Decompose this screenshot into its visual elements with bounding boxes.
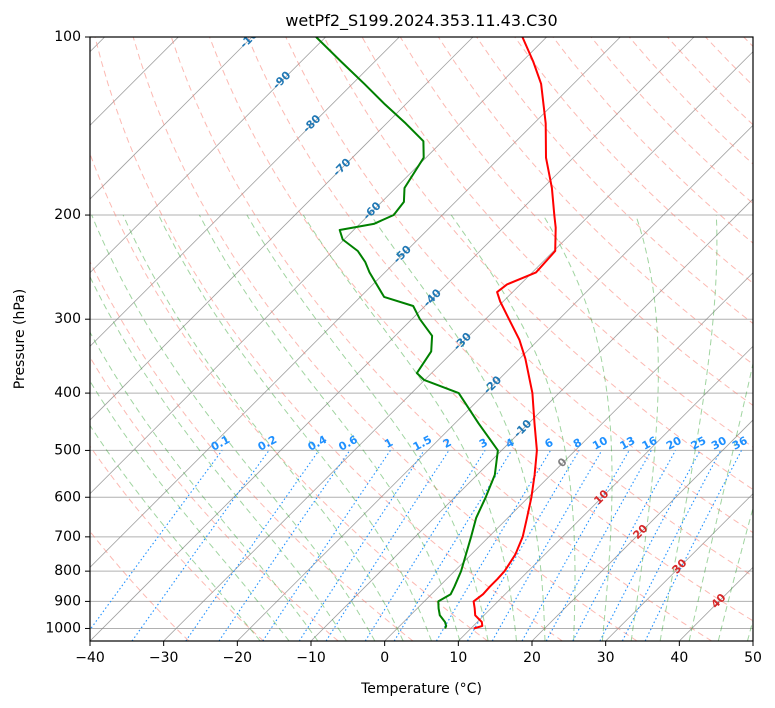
isotherm-line: [605, 493, 753, 641]
moist-adiabat-line: [122, 214, 404, 641]
isotherm-line: [90, 37, 621, 568]
y-tick-label: 500: [54, 442, 81, 458]
x-tick-label: 30: [597, 650, 615, 666]
isotherm-line: [90, 37, 695, 641]
mixing-ratio-label: 36: [730, 434, 750, 453]
x-tick-label: 50: [744, 650, 762, 666]
dry-adiabat-line: [132, 37, 638, 641]
isotherm-line: [163, 51, 753, 641]
dry-adiabat-line: [247, 37, 753, 577]
x-tick-label: 40: [670, 650, 688, 666]
mixing-ratio-line: [262, 450, 391, 641]
mixing-ratio-line: [298, 450, 425, 641]
temperature-line: [472, 37, 557, 630]
mixing-ratio-line: [325, 450, 450, 641]
mixing-ratio-line: [572, 450, 676, 641]
dry-adiabat-line: [90, 260, 414, 641]
y-tick-label: 1000: [45, 620, 81, 636]
mixing-ratio-line: [393, 450, 513, 641]
isotherm-line: [531, 419, 753, 641]
x-axis-label: Temperature (°C): [360, 681, 482, 697]
dry-adiabat-line: [285, 37, 753, 534]
dry-adiabat-line: [323, 37, 753, 491]
mixing-ratio-line: [621, 450, 722, 641]
moist-adiabat-line: [90, 424, 261, 641]
profile-series: [315, 37, 557, 630]
isotherm-line: [90, 37, 547, 495]
mixing-ratio-line: [521, 450, 630, 641]
isotherm-line: [90, 37, 253, 200]
mixing-ratio-label: 25: [689, 434, 709, 453]
dry-adiabat-line: [209, 37, 753, 622]
moist-adiabat-line: [450, 214, 576, 641]
moist-adiabat-line: [542, 214, 613, 641]
moist-adiabat-line: [90, 331, 319, 641]
moist-adiabat-line: [90, 380, 290, 641]
dry-adiabat-line: [90, 445, 264, 641]
chart-title: wetPf2_S199.2024.353.11.43.C30: [285, 11, 557, 31]
mixing-ratio-line: [218, 450, 351, 641]
isotherm-line: [384, 272, 753, 641]
y-tick-label: 300: [54, 311, 81, 327]
moist-adiabat-line: [246, 214, 489, 641]
moist-adiabat-line: [158, 214, 432, 641]
x-tick-label: −40: [75, 650, 105, 666]
isotherm-line: [90, 37, 400, 347]
dry-adiabat-line: [170, 37, 712, 641]
x-tick-label: −20: [223, 650, 253, 666]
mixing-ratio-label: 16: [640, 434, 660, 453]
moist-adiabat-line: [370, 214, 546, 641]
mixing-ratio-line: [545, 450, 652, 641]
mixing-ratio-line: [644, 450, 742, 641]
plot-frame: [89, 36, 754, 642]
mixing-ratio-line: [185, 450, 320, 641]
isotherm-line: [458, 345, 753, 641]
y-tick-label: 800: [54, 563, 81, 579]
x-tick-label: −30: [149, 650, 179, 666]
mixing-ratio-label: 30: [709, 434, 729, 453]
mixing-ratio-label: 10: [590, 434, 610, 453]
moist-adiabat-line: [90, 275, 347, 641]
y-tick-label: 400: [54, 385, 81, 401]
moist-adiabat-line: [630, 214, 659, 641]
mixing-ratio-line: [131, 450, 270, 641]
isotherm-line: [237, 124, 753, 641]
y-tick-label: 900: [54, 593, 81, 609]
x-tick-label: 20: [523, 650, 541, 666]
isotherm-line: [90, 37, 326, 274]
mixing-ratio-label: 20: [664, 434, 684, 453]
moist-adiabat-line: [91, 214, 376, 641]
background-lines: [90, 37, 753, 641]
y-tick-label: 100: [54, 29, 81, 45]
dry-adiabat-line: [514, 37, 753, 284]
isotherm-line: [90, 37, 474, 421]
y-tick-label: 200: [54, 207, 81, 223]
y-axis-label: Pressure (hPa): [12, 289, 28, 389]
dewpoint-line: [315, 37, 499, 629]
dry-adiabat-line: [476, 37, 753, 325]
axes: −40 −30 −20 −10 0 10 20 30 40 50 1000 900 800 700 600 5…: [45, 29, 762, 666]
mixing-ratio-line: [90, 450, 223, 631]
x-tick-label: 0: [380, 650, 389, 666]
y-tick-label: 600: [54, 489, 81, 505]
moist-adiabat-line: [198, 214, 461, 641]
moist-adiabat-line: [659, 214, 718, 641]
x-tick-label: −10: [296, 650, 326, 666]
dry-adiabat-line: [94, 37, 563, 641]
dry-adiabat-line: [90, 356, 339, 641]
moist-adiabat-line: [302, 214, 517, 641]
mixing-ratio-label: 13: [618, 434, 638, 453]
y-tick-label: 700: [54, 529, 81, 545]
x-tick-label: 10: [449, 650, 467, 666]
